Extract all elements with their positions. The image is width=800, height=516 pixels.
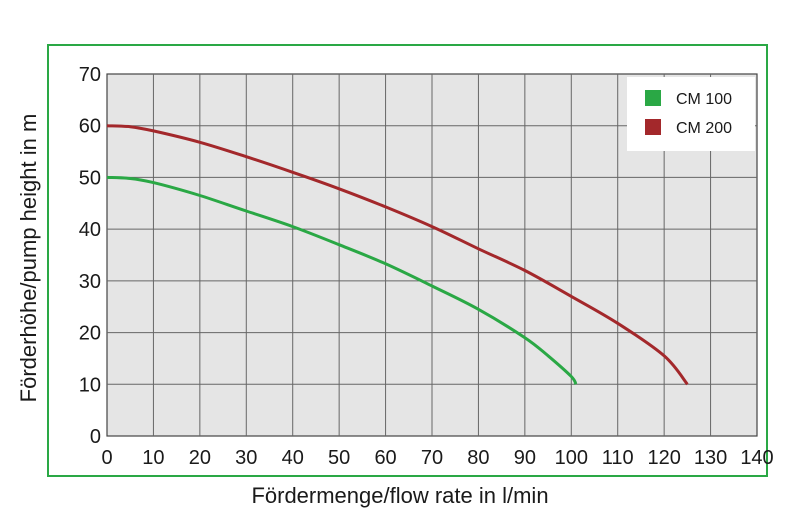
x-tick-labels: 0 10 20 30 40 50 60 70 80 90 100 110 120 130 140 — [101, 447, 773, 469]
x-axis-label: Fördermenge/flow rate in l/min — [251, 483, 548, 508]
x-tick-label: 140 — [740, 447, 773, 469]
x-tick-label: 100 — [555, 447, 588, 469]
y-tick-label: 30 — [79, 271, 101, 293]
y-tick-label: 0 — [90, 426, 101, 448]
legend-label-cm100: CM 100 — [676, 91, 732, 108]
legend-swatch-cm200 — [645, 119, 661, 135]
x-tick-label: 80 — [467, 447, 489, 469]
legend-swatch-cm100 — [645, 90, 661, 106]
series-lines — [106, 124, 689, 386]
x-tick-label: 10 — [142, 447, 164, 469]
x-tick-label: 60 — [374, 447, 396, 469]
x-tick-label: 110 — [602, 447, 634, 469]
x-tick-label: 40 — [282, 447, 304, 469]
y-axis-label: Förderhöhe/pump height in m — [16, 114, 41, 403]
y-tick-label: 70 — [79, 64, 101, 86]
x-tick-label: 90 — [514, 447, 536, 469]
legend-box — [627, 77, 755, 151]
series-line-cm-100 — [106, 175, 578, 386]
y-tick-label: 60 — [79, 116, 101, 138]
x-tick-label: 30 — [235, 447, 257, 469]
x-tick-label: 70 — [421, 447, 443, 469]
y-tick-labels: 0 10 20 30 40 50 60 70 — [79, 64, 101, 448]
y-tick-label: 10 — [79, 374, 101, 396]
y-tick-label: 40 — [79, 219, 101, 241]
grid-lines — [107, 74, 757, 436]
x-tick-label: 50 — [328, 447, 350, 469]
legend-label-cm200: CM 200 — [676, 120, 732, 137]
legend: CM 100 CM 200 — [627, 77, 755, 151]
x-tick-label: 20 — [189, 447, 211, 469]
x-tick-label: 130 — [694, 447, 727, 469]
x-tick-label: 0 — [101, 447, 112, 469]
series-line-cm-200 — [106, 124, 689, 386]
x-tick-label: 120 — [647, 447, 680, 469]
y-tick-label: 20 — [79, 323, 101, 345]
y-tick-label: 50 — [79, 167, 101, 189]
